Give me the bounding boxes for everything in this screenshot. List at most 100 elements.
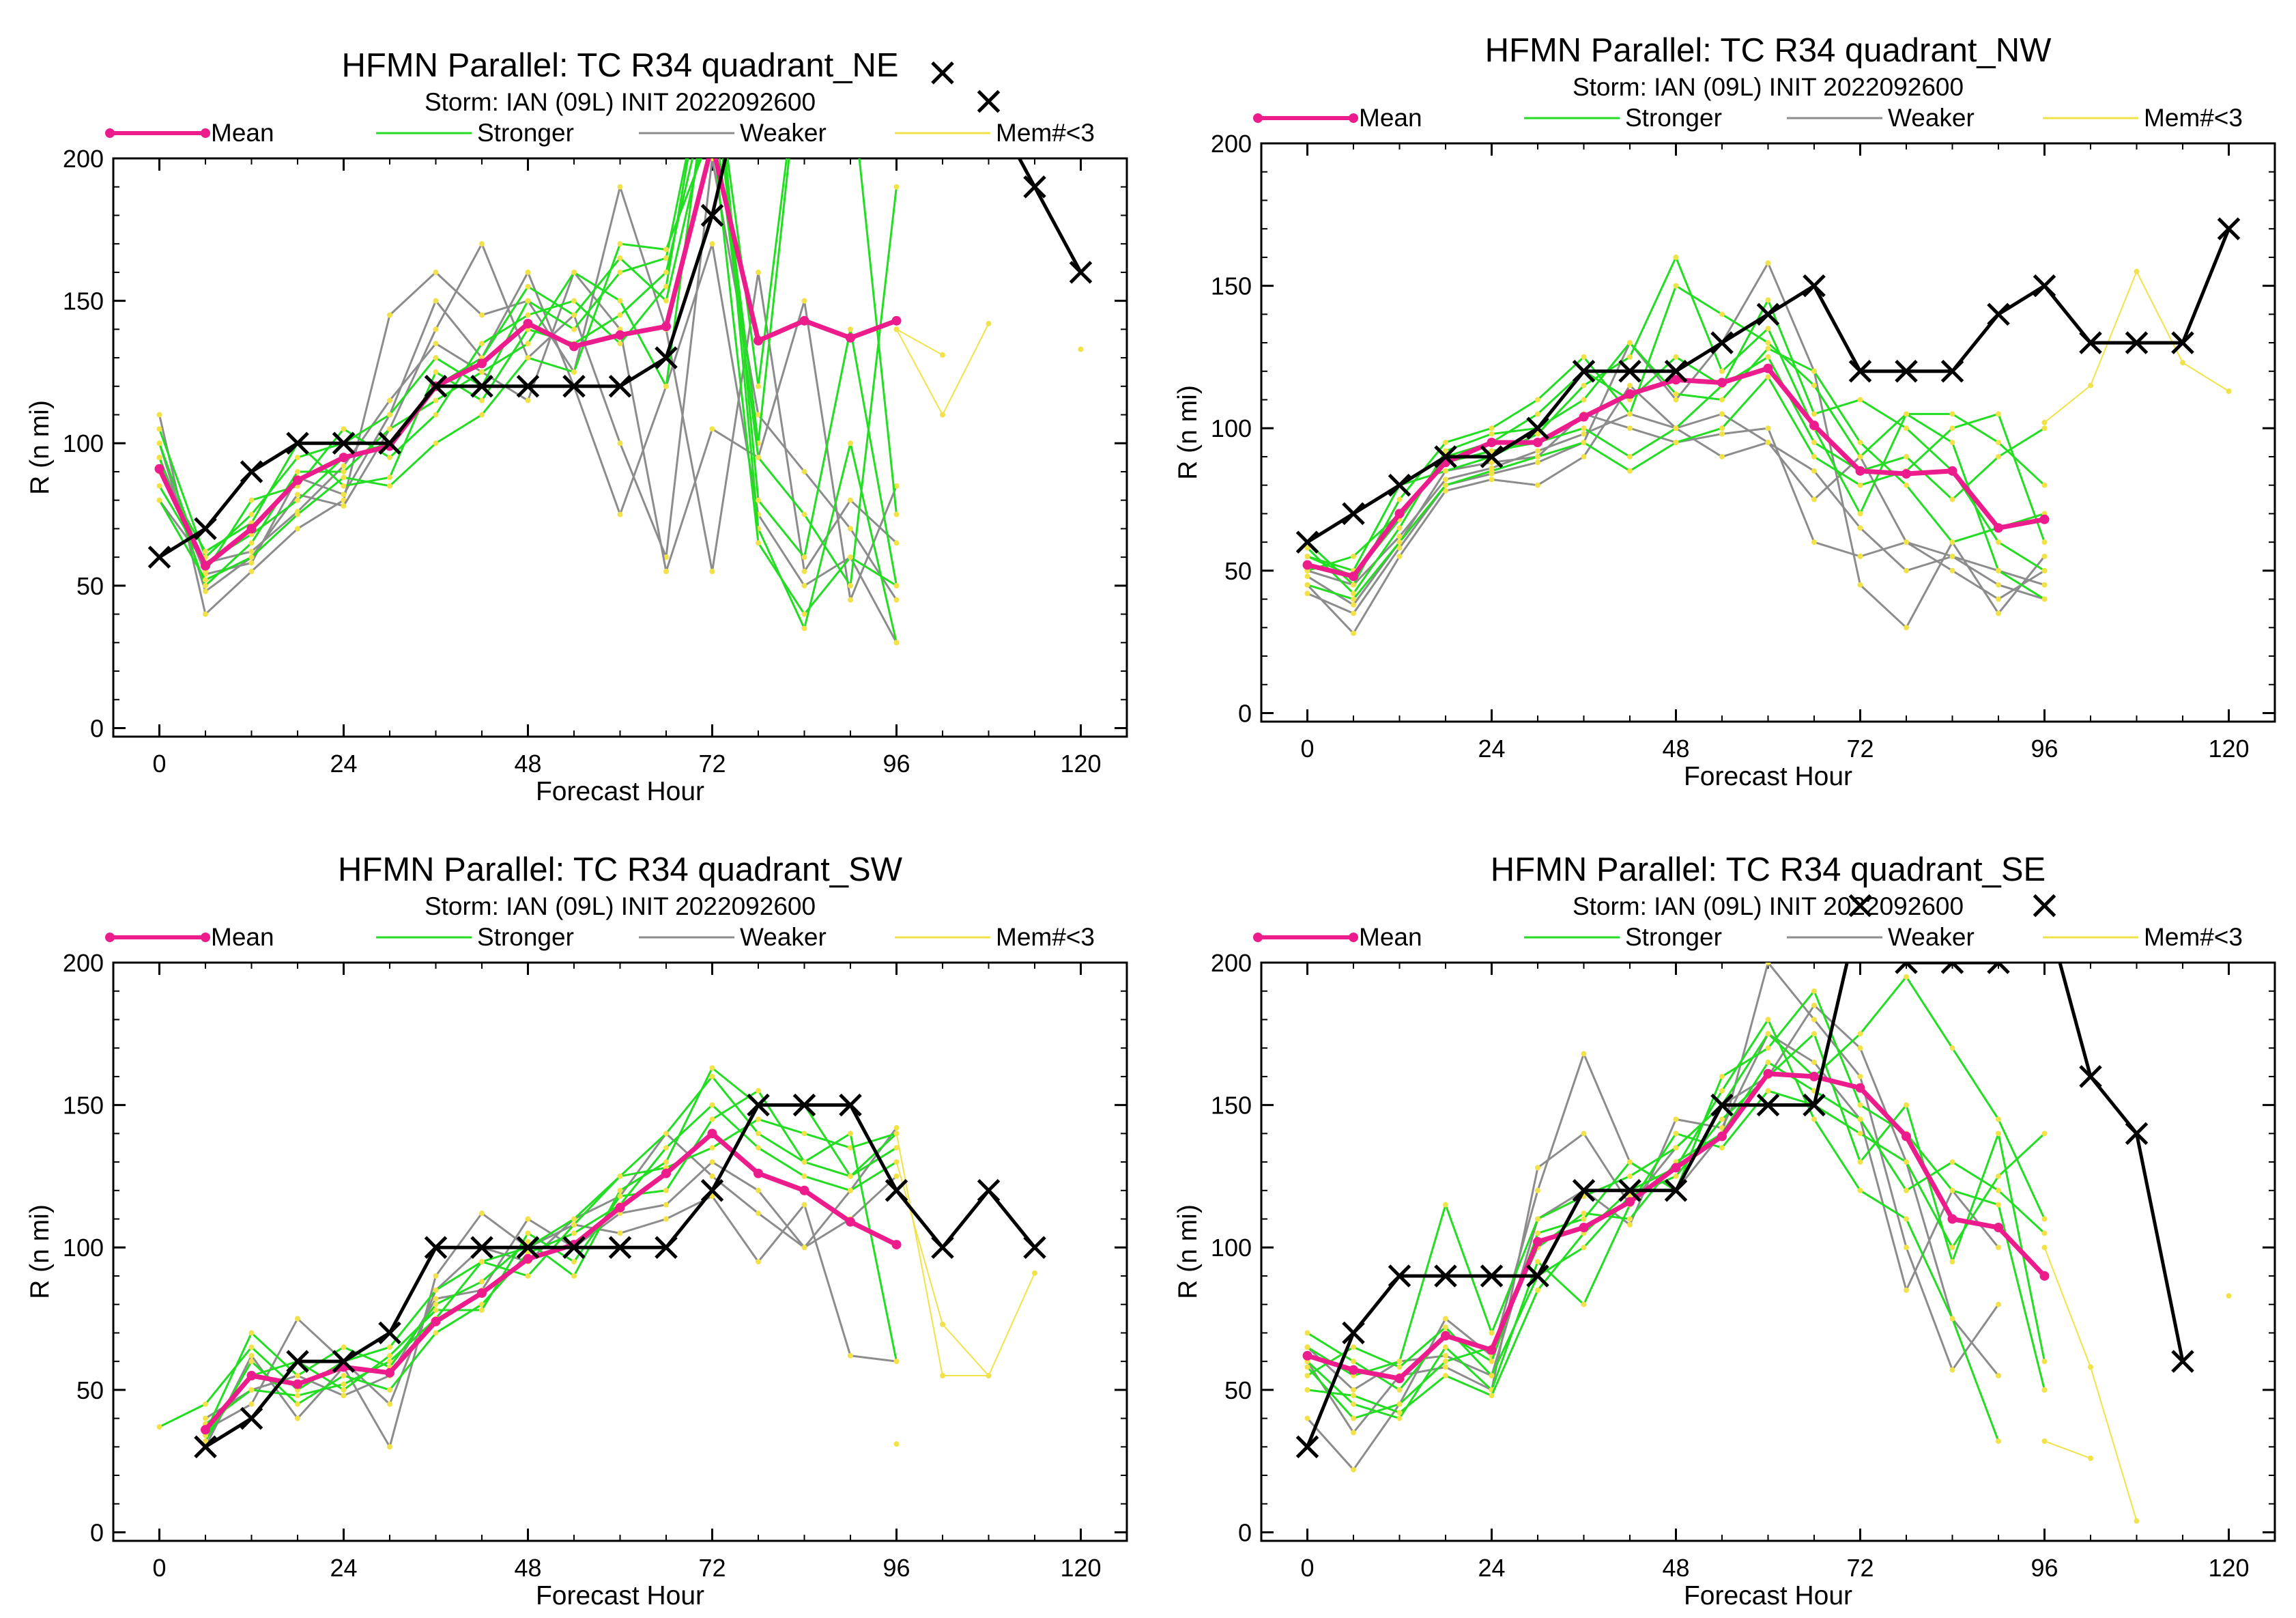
member-point [1581, 425, 1587, 431]
series-few-members [1078, 346, 1084, 352]
series-best-track [1017, 158, 1093, 284]
series-line-stronger [1306, 285, 2046, 586]
member-point [248, 511, 255, 517]
best-track-point [1848, 894, 1872, 918]
member-point [479, 312, 485, 318]
member-point [756, 1131, 761, 1137]
best-track-point [1756, 302, 1780, 326]
member-point [1719, 425, 1725, 431]
member-point [295, 1316, 300, 1322]
member-point [1949, 1259, 1955, 1265]
best-track-point [1803, 274, 1826, 298]
series-line-few-members [895, 1133, 1035, 1376]
series-stronger [156, 158, 788, 588]
member-point [801, 1173, 807, 1179]
x-tick-label: 72 [698, 1554, 726, 1582]
series-line-weaker [158, 242, 898, 644]
member-point [1811, 382, 1817, 388]
member-point [1673, 397, 1679, 403]
x-tick-label: 0 [1300, 735, 1314, 763]
member-point [1949, 425, 1955, 431]
member-point [2041, 539, 2048, 545]
member-point [1719, 397, 1725, 403]
series-mean [154, 158, 902, 571]
member-point [1949, 1245, 1955, 1251]
y-tick-label: 100 [1211, 414, 1252, 442]
best-track-point [1710, 1093, 1734, 1117]
member-point [1535, 1187, 1540, 1193]
best-track-point [562, 375, 586, 398]
member-point [617, 440, 623, 446]
best-track-point [1756, 1093, 1780, 1117]
member-point [341, 463, 347, 469]
member-point [756, 1145, 761, 1151]
series-best-track [147, 5, 769, 569]
mean-point [846, 332, 855, 343]
series-few-members [2226, 1293, 2232, 1299]
member-point [1857, 582, 1863, 588]
series-few-members [2041, 1438, 2093, 1461]
best-track-point [1295, 530, 1319, 554]
member-point [848, 497, 853, 503]
member-point [893, 1131, 900, 1137]
series-line-stronger [1306, 1061, 2046, 1420]
chart-legend: Mean Stronger Weaker Mem#<3 [105, 923, 1095, 951]
x-tick-label: 48 [1662, 1554, 1689, 1582]
member-point [433, 369, 439, 375]
legend-label-stronger: Stronger [477, 119, 574, 147]
y-tick-label: 50 [76, 1376, 104, 1404]
member-point [433, 440, 439, 446]
member-point [479, 397, 485, 403]
series-stronger [1304, 374, 2048, 602]
member-point [1719, 453, 1725, 459]
member-point [1396, 539, 1403, 545]
member-point [710, 27, 715, 33]
legend-label-mean: Mean [211, 923, 274, 951]
member-point [525, 298, 531, 304]
member-point [1765, 425, 1771, 431]
y-tick-label: 200 [1211, 130, 1252, 158]
member-point [1857, 397, 1863, 403]
member-point [2041, 1230, 2048, 1236]
best-track-point [931, 61, 954, 85]
member-point [479, 241, 485, 247]
member-point [1765, 354, 1771, 360]
member-point [387, 1387, 392, 1393]
x-tick-label: 24 [1478, 735, 1505, 763]
member-point [1489, 459, 1495, 466]
member-point [433, 298, 439, 304]
member-point [295, 455, 300, 461]
member-point [848, 1145, 853, 1151]
best-track-point [748, 5, 769, 26]
member-point [433, 1273, 439, 1279]
member-point [893, 1173, 900, 1179]
mean-point [1302, 560, 1312, 570]
x-tick-label: 48 [514, 1554, 541, 1582]
member-point [1351, 610, 1356, 616]
member-point [893, 1145, 900, 1151]
series-line-mean [203, 1131, 898, 1432]
best-track-point [747, 1093, 770, 1117]
best-track-point [655, 346, 678, 369]
mean-point [891, 315, 902, 326]
member-point [617, 255, 623, 261]
member-point [1996, 411, 2001, 417]
member-point [848, 526, 853, 532]
best-track-point [1940, 360, 1964, 383]
member-point [525, 283, 531, 289]
member-point [801, 554, 807, 560]
best-track-point [1618, 1179, 1641, 1202]
member-point [1949, 1159, 1955, 1165]
member-point [479, 1259, 485, 1265]
member-point [479, 369, 485, 375]
member-point [1949, 554, 1955, 559]
series-few-members [893, 1441, 900, 1447]
member-point [1857, 1102, 1863, 1108]
member-point [1673, 1145, 1679, 1151]
member-point [1765, 260, 1771, 266]
series-few-members [893, 1131, 1037, 1378]
best-track-point [792, 1093, 816, 1117]
mean-point [431, 1316, 441, 1326]
mean-point [615, 1202, 625, 1212]
best-track-point [194, 1435, 217, 1459]
